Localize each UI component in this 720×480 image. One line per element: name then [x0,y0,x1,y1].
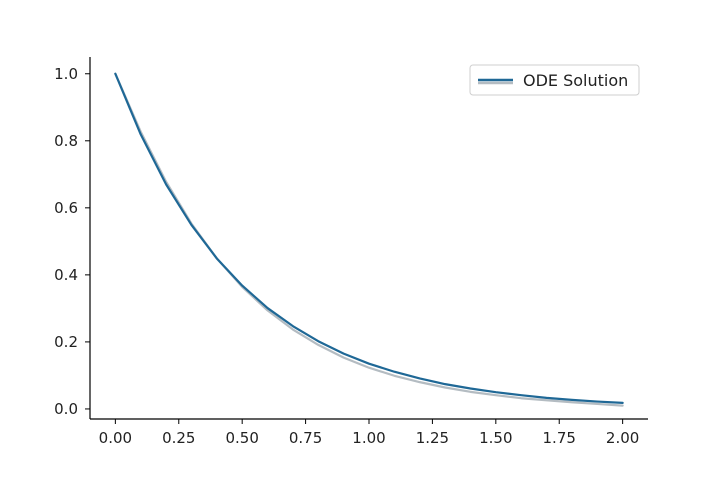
x-tick-label: 0.75 [289,429,322,447]
series-line-reference [114,72,624,407]
x-tick-label: 1.75 [543,429,576,447]
x-tick-label: 1.50 [479,429,512,447]
plot-area: 0.00 0.25 0.50 0.75 1.00 1.25 1.50 1.75 2.00 0.0… [54,57,648,447]
y-tick-label: 0.4 [54,266,78,284]
y-tick-label: 0.2 [54,333,78,351]
y-tick-label: 0.0 [54,400,78,418]
x-tick-label: 0.00 [99,429,132,447]
y-tick-label: 1.0 [54,65,78,83]
series-layer [114,72,624,407]
y-axis-ticks: 0.0 0.2 0.4 0.6 0.8 1.0 [54,65,90,418]
x-tick-label: 1.00 [352,429,385,447]
x-tick-label: 0.25 [162,429,195,447]
legend-label-ode-solution: ODE Solution [523,71,628,90]
y-tick-label: 0.6 [54,199,78,217]
x-tick-label: 1.25 [416,429,449,447]
y-tick-label: 0.8 [54,132,78,150]
x-axis-ticks: 0.00 0.25 0.50 0.75 1.00 1.25 1.50 1.75 2.00 [99,419,639,447]
x-tick-label: 0.50 [225,429,258,447]
x-tick-label: 2.00 [606,429,639,447]
legend-frame [469,64,640,96]
series-line-ode-solution [114,72,624,405]
legend: ODE Solution [469,64,640,96]
